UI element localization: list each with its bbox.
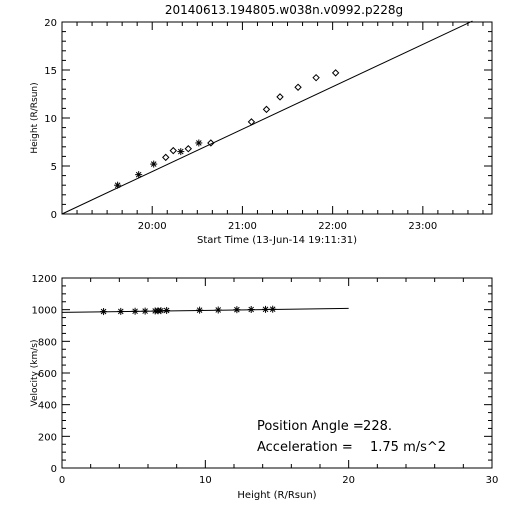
bottom-y-tick-label: 400 bbox=[38, 401, 57, 412]
bottom-asterisk-point bbox=[163, 306, 171, 314]
top-diamond-point bbox=[169, 146, 177, 155]
bottom-x-axis-label: Height (R/Rsun) bbox=[237, 490, 316, 501]
bottom-y-tick-label: 1200 bbox=[32, 274, 57, 285]
bottom-y-ticks: 0 200 400 600 800 1000 1200 bbox=[32, 274, 492, 475]
bottom-asterisk-point bbox=[196, 306, 204, 314]
top-y-tick-label: 10 bbox=[44, 114, 57, 125]
top-data-points bbox=[114, 69, 340, 189]
acceleration-label: Acceleration = bbox=[257, 440, 353, 455]
top-fit-line bbox=[61, 20, 473, 215]
bottom-asterisk-point bbox=[262, 305, 270, 313]
top-y-tick-label: 20 bbox=[44, 18, 57, 29]
bottom-asterisk-point bbox=[269, 305, 277, 313]
position-angle-value: 228. bbox=[363, 419, 392, 434]
bottom-y-tick-label: 1000 bbox=[32, 306, 57, 317]
top-y-ticks: 0 5 10 15 20 bbox=[44, 18, 492, 221]
top-x-tick-label: 22:00 bbox=[318, 221, 347, 232]
bottom-fit-line bbox=[61, 307, 349, 313]
top-x-axis-label: Start Time (13-Jun-14 19:11:31) bbox=[197, 235, 357, 246]
bottom-asterisk-point bbox=[247, 306, 255, 314]
bottom-y-tick-label: 600 bbox=[38, 369, 57, 380]
top-diamond-point bbox=[312, 73, 320, 82]
bottom-y-tick-label: 800 bbox=[38, 337, 57, 348]
bottom-asterisk-point bbox=[141, 307, 149, 315]
top-diamond-point bbox=[247, 118, 256, 126]
top-asterisk-point bbox=[135, 171, 143, 179]
top-diamond-point bbox=[262, 105, 271, 114]
bottom-asterisk-point bbox=[214, 306, 222, 314]
top-asterisk-point bbox=[177, 148, 185, 156]
top-diamond-point bbox=[162, 153, 170, 162]
top-asterisk-point bbox=[150, 160, 158, 168]
bottom-x-tick-label: 20 bbox=[342, 475, 355, 486]
velocity-height-plot: 0 10 20 30 0 200 400 600 800 1000 1200 Height (R/… bbox=[30, 274, 498, 501]
bottom-asterisk-point bbox=[233, 306, 241, 314]
height-time-plot: 20140613.194805.w038n.v0992.p228g 20:00 2… bbox=[30, 3, 493, 246]
top-plot-frame bbox=[61, 21, 493, 215]
top-asterisk-point bbox=[114, 181, 122, 189]
bottom-data-points bbox=[100, 305, 277, 316]
bottom-x-ticks: 0 10 20 30 bbox=[59, 278, 499, 486]
acceleration-value: 1.75 m/s^2 bbox=[370, 440, 446, 455]
top-x-ticks: 20:00 21:00 22:00 23:00 bbox=[76, 22, 484, 232]
top-diamond-point bbox=[276, 93, 284, 101]
top-y-tick-label: 15 bbox=[44, 66, 57, 77]
bottom-asterisk-point bbox=[117, 307, 125, 315]
top-x-tick-label: 23:00 bbox=[408, 221, 437, 232]
top-x-tick-label: 20:00 bbox=[138, 221, 167, 232]
bottom-x-tick-label: 30 bbox=[486, 475, 499, 486]
top-asterisk-point bbox=[195, 139, 203, 147]
top-diamond-point bbox=[184, 145, 193, 153]
bottom-y-tick-label: 0 bbox=[51, 464, 57, 475]
top-diamond-point bbox=[294, 83, 302, 91]
bottom-asterisk-point bbox=[100, 308, 108, 316]
top-diamond-point bbox=[207, 139, 215, 147]
bottom-asterisk-point bbox=[131, 307, 139, 315]
top-y-axis-label: Height (R/Rsun) bbox=[30, 82, 40, 153]
bottom-y-tick-label: 200 bbox=[38, 432, 57, 443]
bottom-y-axis-label: Velocity (km/s) bbox=[30, 340, 40, 407]
position-angle-label: Position Angle = bbox=[257, 419, 364, 434]
bottom-x-tick-label: 0 bbox=[59, 475, 65, 486]
chart-title: 20140613.194805.w038n.v0992.p228g bbox=[165, 3, 403, 17]
top-y-tick-label: 0 bbox=[51, 210, 57, 221]
top-diamond-point bbox=[331, 69, 340, 77]
bottom-x-tick-label: 10 bbox=[199, 475, 212, 486]
top-x-tick-label: 21:00 bbox=[228, 221, 257, 232]
top-y-tick-label: 5 bbox=[51, 162, 57, 173]
